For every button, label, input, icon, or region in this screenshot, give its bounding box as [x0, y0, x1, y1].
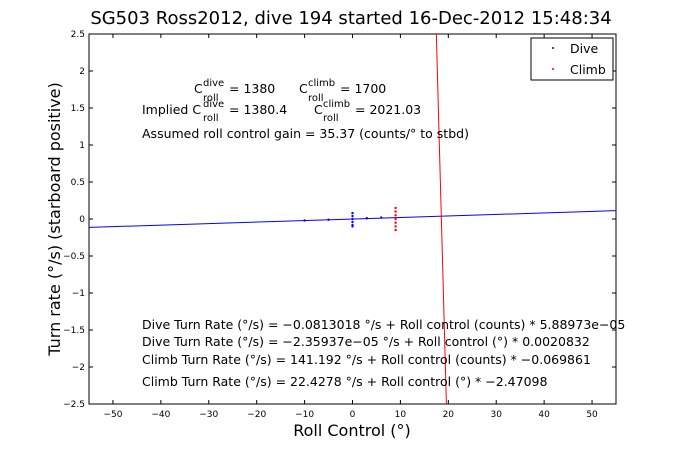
y-tick-label: −0.5	[63, 252, 85, 262]
x-tick-label: −40	[151, 410, 170, 420]
dive-equation-degrees: Dive Turn Rate (°/s) = −2.35937e−05 °/s …	[142, 334, 590, 349]
implied-climb-value: = 2021.03	[355, 102, 421, 117]
climb-data-point	[394, 225, 397, 228]
legend-climb-label: Climb	[570, 62, 606, 77]
dive-data-point	[327, 218, 330, 221]
c-dive-symbol: C	[194, 81, 203, 96]
climb-data-point	[394, 214, 397, 217]
data-marks	[88, 33, 617, 405]
x-tick-label: 50	[586, 410, 598, 420]
x-tick-label: 10	[395, 410, 407, 420]
legend-dive-marker	[552, 47, 554, 49]
legend: Dive Climb	[530, 37, 614, 81]
axis-ticks: −50 −40 −30 −20 −10 0 10 20 30 40 50−2.5−2−1.5−1−0…	[63, 30, 616, 420]
x-tick-label: 20	[443, 410, 455, 420]
y-tick-label: 2.5	[71, 30, 85, 40]
chart-title: SG503 Ross2012, dive 194 started 16-Dec-…	[90, 8, 611, 29]
implied-dive-superscript: dive	[203, 99, 224, 110]
coefficient-annotations: C dive roll = 1380 C climb roll = 1700 I…	[142, 78, 625, 389]
climb-equation-counts: Climb Turn Rate (°/s) = 141.192 °/s + Ro…	[142, 352, 591, 367]
climb-equation-degrees: Climb Turn Rate (°/s) = 22.4278 °/s + Ro…	[142, 374, 547, 389]
y-tick-label: 1.5	[71, 104, 85, 114]
dive-data-point	[303, 219, 306, 222]
y-tick-label: −2.5	[63, 400, 85, 410]
climb-data-point	[394, 206, 397, 210]
implied-label: Implied C	[142, 102, 201, 117]
dive-data-point	[351, 220, 354, 224]
implied-climb-symbol: C	[314, 102, 323, 117]
y-tick-label: 1	[79, 141, 85, 151]
dive-data-point	[380, 216, 383, 219]
roll-gain-annotation: Assumed roll control gain = 35.37 (count…	[142, 126, 469, 141]
x-tick-label: 0	[350, 410, 356, 420]
x-axis-label: Roll Control (°)	[293, 421, 411, 440]
dive-data-point	[351, 217, 354, 221]
y-tick-label: −1	[72, 289, 85, 299]
c-dive-subscript: roll	[203, 93, 219, 104]
c-climb-symbol: C	[299, 81, 308, 96]
c-dive-value: = 1380	[229, 81, 275, 96]
legend-box	[530, 37, 614, 81]
y-tick-label: 0	[79, 215, 85, 225]
legend-dive-label: Dive	[570, 41, 598, 56]
dive-data-point	[365, 217, 369, 220]
fit-line-1	[435, 33, 447, 405]
x-tick-label: 30	[491, 410, 503, 420]
climb-data-point	[394, 221, 397, 224]
dive-data-point	[351, 225, 354, 228]
y-tick-label: 0.5	[71, 178, 85, 188]
dive-equation-counts: Dive Turn Rate (°/s) = −0.0813018 °/s + …	[142, 317, 625, 332]
y-tick-label: 2	[79, 67, 85, 77]
implied-climb-superscript: climb	[323, 99, 350, 110]
x-tick-label: −50	[103, 410, 122, 420]
climb-data-point	[394, 210, 397, 213]
c-dive-superscript: dive	[203, 78, 224, 89]
y-axis-label: Turn rate (°/s) (starboard positive)	[45, 82, 64, 356]
implied-dive-value: = 1380.4	[229, 102, 287, 117]
legend-climb-marker	[552, 68, 554, 70]
c-climb-superscript: climb	[308, 78, 335, 89]
climb-data-point	[394, 228, 397, 232]
x-tick-label: −10	[295, 410, 314, 420]
y-tick-label: −1.5	[63, 326, 85, 336]
implied-dive-subscript: roll	[203, 113, 219, 124]
x-tick-label: −20	[247, 410, 266, 420]
dive-data-point	[351, 214, 354, 218]
c-climb-value: = 1700	[340, 81, 386, 96]
dive-data-point	[351, 211, 354, 215]
y-tick-label: −2	[72, 363, 85, 373]
x-tick-label: 40	[538, 410, 550, 420]
x-tick-label: −30	[199, 410, 218, 420]
c-climb-subscript: roll	[308, 93, 324, 104]
implied-climb-subscript: roll	[323, 113, 339, 124]
climb-data-point	[394, 217, 397, 221]
